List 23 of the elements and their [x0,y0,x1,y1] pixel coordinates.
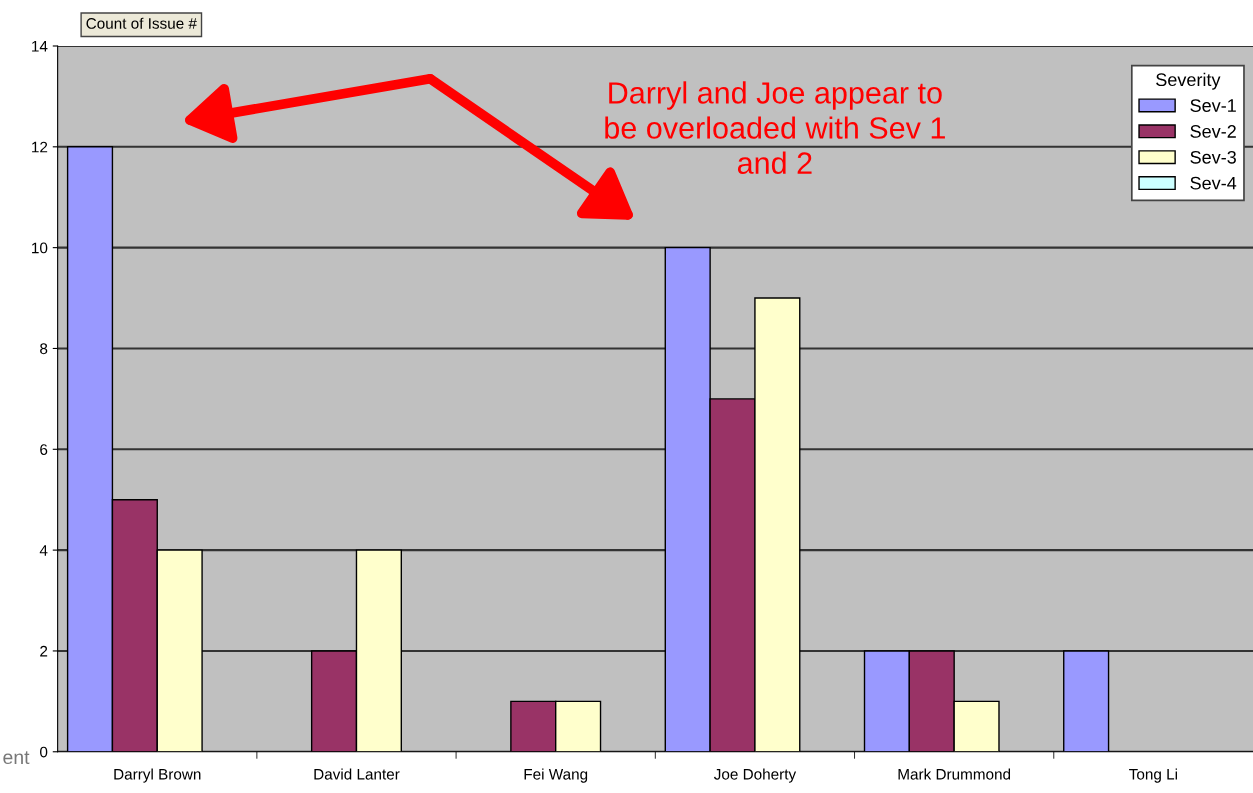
legend-label: Sev-4 [1190,176,1237,190]
x-tick-label: Tong Li [1129,768,1177,783]
bar [1063,650,1110,752]
x-tick-label: Joe Doherty [713,768,797,783]
annotation: Darryl and Joe appear to be overloaded with Sev 1 and 2 [605,81,945,174]
y-tick-label: 10 [32,242,48,254]
x-tick-label: David Lanter [314,768,400,780]
legend-label: Sev-3 [1190,150,1236,164]
legend-label: Sev-1 [1190,99,1236,112]
y-tick-label: 14 [32,41,48,52]
x-tick-label: Fei Wang [524,768,588,783]
text: ent [3,751,30,765]
legend-label: Sev-2 [1190,125,1236,138]
legend-title: Severity [1156,72,1221,90]
y-tick-label: 6 [40,444,48,455]
y-tick-label: 4 [39,545,48,556]
y-axis-title: Count of Issue # [86,17,197,29]
y-tick-label: 8 [40,343,48,355]
y-tick-label: 2 [40,645,48,657]
x-tick-label: Darryl Brown [114,768,201,783]
y-tick-label: 12 [32,141,48,153]
y-tick-label: 0 [40,746,48,758]
x-tick-label: Mark Drummond [898,768,1011,780]
